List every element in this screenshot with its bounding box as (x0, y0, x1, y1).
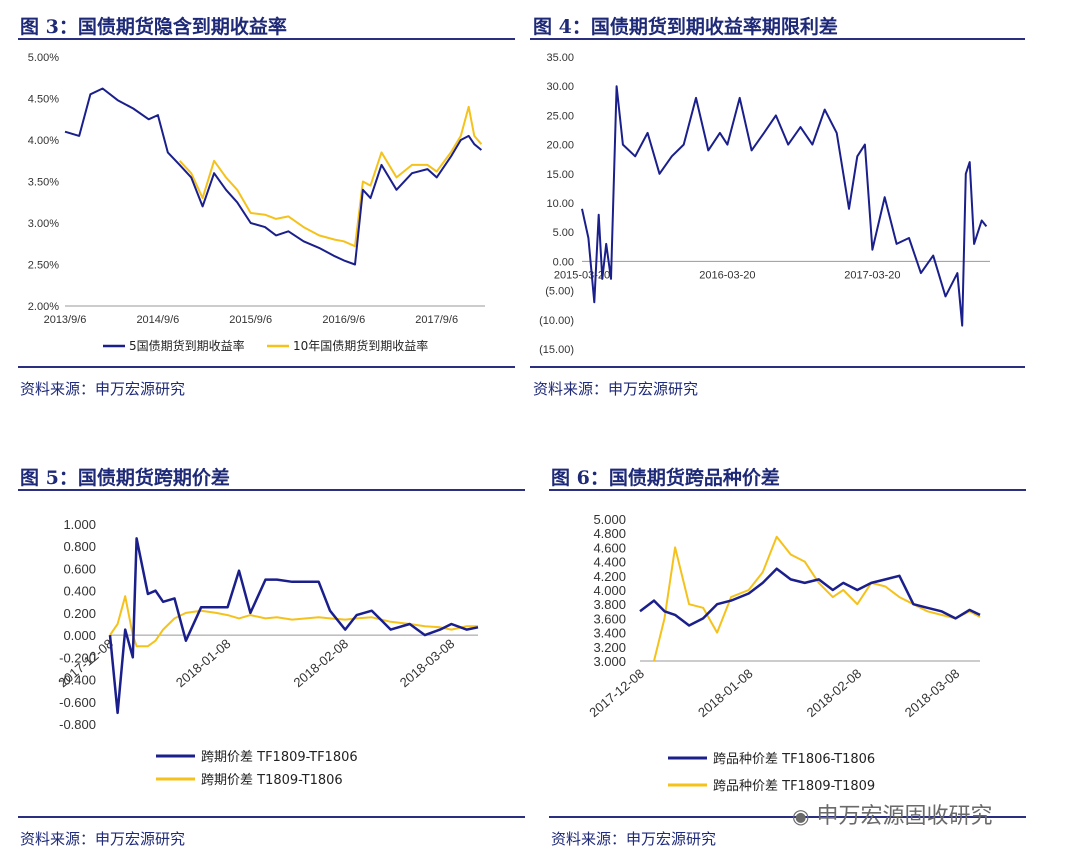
chart3-legend-0: 5国债期货到期收益率 (129, 338, 245, 353)
chart3-y-tick-2: 4.00% (28, 135, 59, 147)
chart3-title: 图 3：国债期货隐含到期收益率 (20, 16, 287, 38)
chart4-x-tick-1: 2016-03-20 (699, 269, 755, 281)
chart6-title-rule (549, 489, 1026, 491)
chart5-legend-1: 跨期价差 T1809-T1806 (201, 773, 343, 788)
chart4-y-tick-9: (10.00) (539, 315, 574, 327)
chart6-legend-0: 跨品种价差 TF1806-T1806 (713, 752, 875, 767)
chart6-x-tick-1: 2018-01-08 (695, 666, 756, 720)
chart3-title-rule (18, 38, 515, 40)
chart6-title: 图 6：国债期货跨品种价差 (551, 467, 780, 489)
chart6-series-1806 (639, 567, 981, 627)
chart5-y-tick-2: 0.600 (63, 561, 96, 576)
chart4-y-tick-5: 10.00 (546, 198, 574, 210)
chart4-y-tick-0: 35.00 (546, 52, 574, 64)
chart5-title: 图 5：国债期货跨期价差 (20, 467, 230, 489)
watermark: ◉ 申万宏源固收研究 (792, 798, 992, 830)
chart5-y-tick-8: -0.600 (59, 695, 96, 710)
chart3-bottom-rule (18, 366, 515, 368)
chart4-y-tick-1: 30.00 (546, 81, 574, 93)
chart4-y-tick-2: 25.00 (546, 110, 574, 122)
chart5-series-tf (108, 537, 479, 715)
chart4-y-tick-3: 20.00 (546, 140, 574, 152)
chart6-x-tick-3: 2018-03-08 (902, 666, 963, 720)
chart4-source: 资料来源：申万宏源研究 (533, 380, 699, 398)
chart4-y-tick-6: 5.00 (553, 227, 574, 239)
chart4-bottom-rule (530, 366, 1025, 368)
chart4-title-rule (530, 38, 1025, 40)
chart5-x-tick-2: 2018-02-08 (291, 636, 352, 690)
chart3-x-tick-3: 2016/9/6 (322, 314, 365, 326)
chart6-bottom-rule (549, 816, 1026, 818)
chart3-y-tick-1: 4.50% (28, 94, 59, 106)
chart5-y-tick-6: -0.200 (59, 650, 96, 665)
chart6-y-tick-2: 4.600 (593, 540, 626, 555)
chart4-y-tick-7: 0.00 (553, 256, 574, 268)
chart6-y-tick-0: 5.000 (593, 512, 626, 527)
chart3-x-tick-0: 2013/9/6 (44, 314, 87, 326)
chart5-title-rule (18, 489, 525, 491)
chart6-x-tick-0: 2017-12-08 (586, 666, 647, 720)
chart5-y-tick-5: 0.000 (63, 628, 96, 643)
chart6-y-tick-4: 4.200 (593, 569, 626, 584)
chart5-legend-0: 跨期价差 TF1809-TF1806 (201, 750, 358, 765)
chart5-y-tick-0: 1.000 (63, 517, 96, 532)
chart4-y-tick-10: (15.00) (539, 344, 574, 356)
chart6-y-tick-8: 3.400 (593, 626, 626, 641)
chart3-series-5y (64, 87, 483, 266)
chart5-y-tick-4: 0.200 (63, 606, 96, 621)
chart6-legend-1: 跨品种价差 TF1809-T1809 (713, 779, 875, 794)
chart3-y-tick-4: 3.00% (28, 218, 59, 230)
chart3-y-tick-0: 5.00% (28, 52, 59, 64)
chart6-y-tick-10: 3.000 (593, 654, 626, 669)
chart5-y-tick-1: 0.800 (63, 539, 96, 554)
chart3-y-tick-5: 2.50% (28, 260, 59, 272)
chart6-x-tick-2: 2018-02-08 (804, 666, 865, 720)
chart3-x-tick-4: 2017/9/6 (415, 314, 458, 326)
chart3-y-tick-3: 3.50% (28, 177, 59, 189)
chart6-y-tick-9: 3.200 (593, 640, 626, 655)
chart4-x-tick-2: 2017-03-20 (844, 269, 900, 281)
chart3-y-tick-6: 2.00% (28, 301, 59, 313)
chart5-y-tick-7: -0.400 (59, 673, 96, 688)
chart4-y-tick-8: (5.00) (545, 286, 574, 298)
chart4-y-tick-4: 15.00 (546, 169, 574, 181)
watermark-text: 申万宏源固收研究 (816, 804, 993, 829)
chart5-series-t (109, 595, 478, 648)
chart3-x-tick-1: 2014/9/6 (136, 314, 179, 326)
chart6-source: 资料来源：申万宏源研究 (551, 830, 717, 848)
chart6-series-1809 (653, 535, 981, 662)
chart5-source: 资料来源：申万宏源研究 (20, 830, 186, 848)
chart5-x-tick-1: 2018-01-08 (173, 636, 234, 690)
chart5-y-tick-3: 0.400 (63, 584, 96, 599)
chart6-y-tick-3: 4.400 (593, 555, 626, 570)
chart3-legend-1: 10年国债期货到期收益率 (293, 338, 428, 353)
chart6-y-tick-1: 4.800 (593, 526, 626, 541)
chart4-title: 图 4：国债期货到期收益率期限利差 (533, 16, 838, 38)
chart3-source: 资料来源：申万宏源研究 (20, 380, 186, 398)
chart6-y-tick-5: 4.000 (593, 583, 626, 598)
chart6-y-tick-7: 3.600 (593, 611, 626, 626)
chart5-bottom-rule (18, 816, 525, 818)
chart6-y-tick-6: 3.800 (593, 597, 626, 612)
chart3-series-10y (178, 105, 483, 248)
chart5-x-tick-3: 2018-03-08 (397, 636, 458, 690)
chart3-x-tick-2: 2015/9/6 (229, 314, 272, 326)
wechat-icon: ◉ (792, 804, 810, 828)
chart4-series-spread (581, 85, 988, 327)
chart5-y-tick-9: -0.800 (59, 717, 96, 732)
